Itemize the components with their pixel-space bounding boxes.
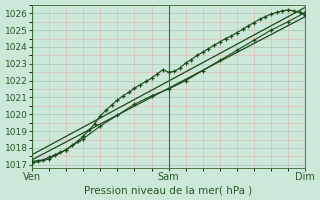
X-axis label: Pression niveau de la mer( hPa ): Pression niveau de la mer( hPa ) (84, 185, 253, 195)
